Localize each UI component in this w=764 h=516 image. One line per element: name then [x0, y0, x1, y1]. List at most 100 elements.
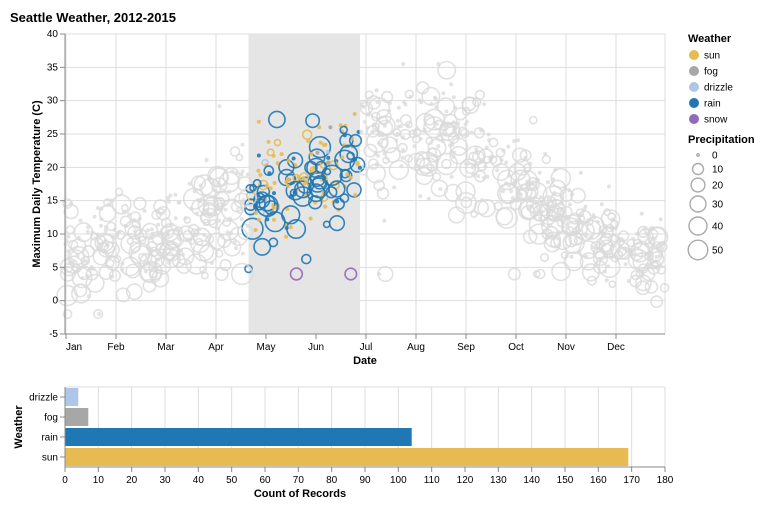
x-tick-label: May	[257, 342, 276, 353]
scatter-point	[96, 235, 107, 246]
weather-legend-swatch[interactable]	[689, 66, 699, 76]
weather-legend-items[interactable]: sun fog drizzle rain snow	[689, 50, 733, 126]
scatter-point	[237, 223, 254, 241]
scatter-point	[65, 225, 75, 235]
weather-legend-swatch[interactable]	[689, 82, 699, 92]
scatter-plot[interactable]: -5 0 5 10 15 20 25 30 35 40 Jan Feb Mar Apr May Jun Jul A…	[31, 29, 670, 367]
scatter-point	[396, 105, 401, 110]
scatter-point	[78, 218, 83, 223]
weather-legend-label[interactable]: rain	[704, 99, 721, 110]
scatter-point	[342, 133, 347, 138]
scatter-point	[289, 267, 304, 281]
scatter-point	[411, 134, 421, 144]
scatter-point	[454, 192, 477, 215]
scatter-point	[170, 222, 175, 227]
scatter-point	[268, 186, 273, 191]
weather-legend-swatch[interactable]	[689, 114, 699, 124]
scatter-point	[173, 192, 178, 197]
weather-legend-label[interactable]: snow	[704, 115, 728, 126]
precipitation-legend-symbol	[690, 177, 706, 193]
scatter-point	[422, 127, 427, 132]
scatter-point	[99, 217, 104, 221]
scatter-point	[470, 210, 478, 219]
scatter-point	[592, 246, 606, 260]
bar-x-tick-label: 110	[424, 475, 440, 486]
scatter-point	[252, 178, 262, 188]
scatter-point	[453, 107, 468, 121]
scatter-point	[415, 166, 434, 186]
scatter-x-axis-title: Date	[353, 355, 377, 367]
scatter-point	[507, 173, 512, 178]
weather-legend-label[interactable]: fog	[704, 67, 718, 78]
bar-rain[interactable]	[65, 428, 412, 446]
scatter-point	[525, 179, 530, 184]
scatter-point	[254, 210, 259, 215]
scatter-point	[66, 234, 71, 239]
scatter-point	[651, 226, 655, 231]
bar-fog[interactable]	[65, 408, 89, 426]
scatter-point	[109, 198, 114, 203]
weather-legend-label[interactable]: drizzle	[704, 83, 733, 94]
weather-legend-swatch[interactable]	[689, 50, 699, 60]
scatter-point	[631, 236, 636, 241]
scatter-point	[111, 234, 116, 239]
scatter-point	[570, 187, 586, 204]
scatter-point	[204, 158, 209, 162]
scatter-point	[237, 176, 253, 192]
scatter-point	[534, 268, 546, 280]
scatter-point	[348, 133, 363, 148]
precipitation-legend-label: 40	[712, 222, 724, 233]
y-tick-label: 30	[47, 96, 59, 107]
scatter-point	[488, 137, 499, 148]
scatter-point	[433, 119, 444, 131]
scatter-point	[166, 233, 171, 238]
bar-x-tick-label: 120	[457, 475, 474, 486]
scatter-point	[382, 123, 387, 128]
scatter-point	[213, 196, 226, 210]
scatter-point	[401, 147, 406, 152]
scatter-point	[481, 175, 486, 180]
scatter-point	[71, 283, 92, 304]
scatter-point	[382, 151, 387, 156]
y-tick-label: 35	[47, 62, 59, 73]
scatter-point	[256, 153, 261, 158]
scatter-point	[308, 216, 313, 221]
scatter-point	[256, 168, 261, 173]
scatter-point	[370, 111, 381, 122]
scatter-point	[364, 90, 374, 100]
scatter-point	[435, 152, 458, 176]
scatter-point	[229, 146, 241, 157]
scatter-point	[169, 247, 174, 252]
scatter-point	[195, 237, 204, 246]
scatter-point	[272, 181, 277, 185]
scatter-point	[272, 191, 276, 196]
bar-sun[interactable]	[65, 448, 629, 466]
scatter-point	[105, 243, 110, 248]
scatter-point	[284, 173, 297, 186]
bar-category-label: sun	[42, 453, 58, 464]
scatter-point	[114, 187, 124, 196]
weather-legend-label[interactable]: sun	[704, 51, 720, 62]
scatter-point	[647, 226, 667, 246]
weather-legend-swatch[interactable]	[689, 98, 699, 108]
scatter-point	[228, 216, 233, 221]
scatter-point	[325, 186, 338, 199]
y-tick-label: 20	[47, 162, 59, 173]
scatter-point	[267, 110, 286, 129]
scatter-point	[349, 156, 366, 173]
scatter-point	[650, 246, 654, 251]
bar-chart[interactable]: 0 10 20 30 40 50 60 70 80 90 100 110 120 130 140 150 160…	[13, 386, 674, 500]
scatter-point	[302, 181, 307, 186]
bar-drizzle[interactable]	[65, 388, 79, 406]
scatter-point	[542, 185, 565, 208]
scatter-point	[346, 151, 355, 161]
bar-x-tick-label: 50	[226, 475, 238, 486]
scatter-point	[253, 204, 257, 209]
scatter-point	[547, 196, 551, 201]
scatter-point	[583, 204, 588, 209]
scatter-point	[578, 240, 598, 260]
precipitation-legend-symbol	[696, 153, 700, 157]
scatter-point	[185, 237, 189, 242]
scatter-point	[209, 261, 214, 265]
scatter-point	[651, 259, 662, 270]
